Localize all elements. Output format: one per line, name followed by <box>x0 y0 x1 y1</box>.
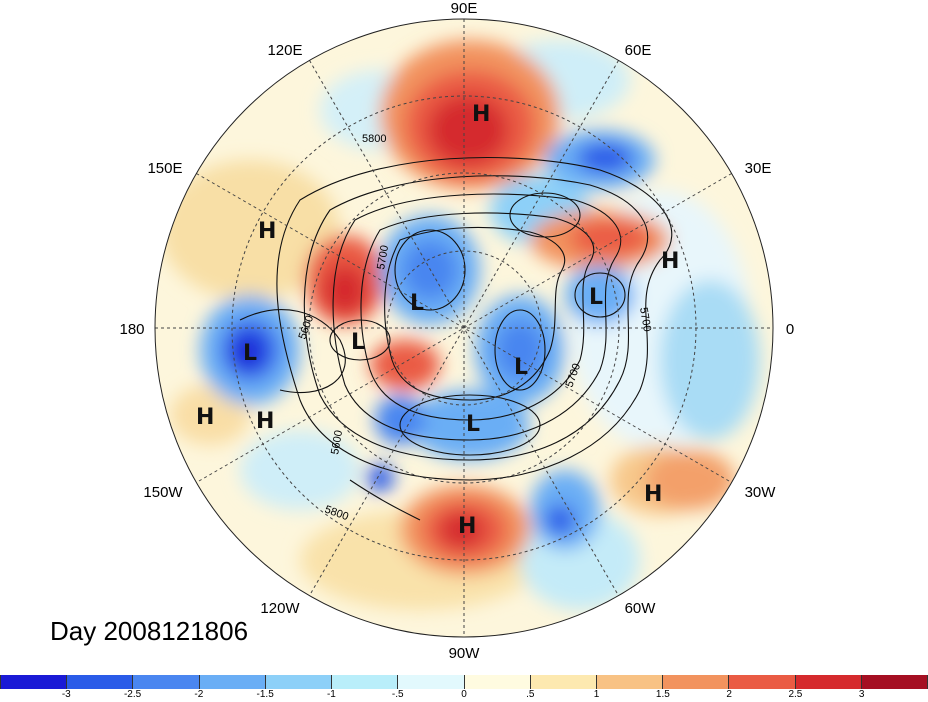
colorbar-tick-label: -3 <box>61 689 71 700</box>
colorbar-segment <box>663 675 730 689</box>
lon-label-30e: 30E <box>745 160 772 177</box>
lon-label-120e: 120E <box>267 42 302 59</box>
colorbar-tick-label: 2 <box>726 689 732 700</box>
colorbar-tick-label: 3 <box>858 689 865 700</box>
map-boundary <box>154 18 774 638</box>
contour-label: 5700 <box>637 306 653 332</box>
contour-label: 5800 <box>362 133 386 145</box>
graticule <box>155 19 773 637</box>
colorbar-tick-label: 0 <box>461 689 467 700</box>
contour-label: 5600 <box>329 429 345 455</box>
colorbar-segment <box>265 675 333 689</box>
colorbar-tick-label: -1.5 <box>256 689 274 700</box>
colorbar-tick-label: 1 <box>593 689 600 700</box>
lon-label-180: 180 <box>119 321 144 338</box>
low-marker: L <box>410 291 424 316</box>
colorbar-tick-label: -1 <box>326 689 336 700</box>
lon-label-150e: 150E <box>147 160 182 177</box>
colorbar-tick-label: .5 <box>526 689 535 700</box>
colorbar-segment <box>464 675 531 689</box>
high-marker: H <box>458 514 476 539</box>
lon-label-150w: 150W <box>143 484 183 501</box>
colorbar-ticks: -3 -2.5 -2 -1.5 -1 -.5 0 .5 1 1.5 2 2.5 3 <box>0 689 928 702</box>
colorbar-segment <box>398 675 465 689</box>
colorbar-tick-label: -.5 <box>391 689 404 700</box>
colorbar-segment <box>332 675 399 689</box>
high-marker: H <box>256 409 274 434</box>
colorbar-segment <box>199 675 266 689</box>
map-title: Day 2008121806 <box>50 616 249 646</box>
low-marker: L <box>514 355 528 380</box>
low-marker: L <box>351 330 365 355</box>
lon-label-30w: 30W <box>745 484 777 501</box>
lon-label-0: 0 <box>786 321 794 338</box>
high-marker: H <box>644 482 662 507</box>
geopotential-contours <box>239 156 673 521</box>
colorbar-segment <box>67 675 134 689</box>
colorbar-tick-label: 2.5 <box>788 689 803 700</box>
colorbar-segment <box>0 675 68 689</box>
colorbar-segment <box>530 675 597 689</box>
low-marker: L <box>466 412 480 437</box>
colorbar-segment <box>596 675 664 689</box>
colorbar <box>0 675 928 689</box>
high-marker: H <box>258 219 276 244</box>
colorbar-tick-label: -2.5 <box>123 689 142 700</box>
high-marker: H <box>472 102 490 127</box>
lon-label-90w: 90W <box>449 645 481 662</box>
lon-label-120w: 120W <box>260 600 300 617</box>
high-marker: H <box>661 249 679 274</box>
lon-label-60w: 60W <box>625 600 657 617</box>
lon-label-60e: 60E <box>625 42 652 59</box>
pressure-centers: H H H H H H H L L L L L L L L <box>196 102 679 539</box>
colorbar-segment <box>861 675 928 689</box>
colorbar-tick-label: -2 <box>194 689 204 700</box>
colorbar-segment <box>133 675 200 689</box>
colorbar-segment <box>729 675 796 689</box>
high-marker: H <box>196 405 214 430</box>
colorbar-segment <box>795 675 862 689</box>
colorbar-tick-label: 1.5 <box>655 689 670 700</box>
contour-label: 5700 <box>375 244 391 270</box>
lon-label-90e: 90E <box>451 0 478 17</box>
low-marker: L <box>243 341 257 366</box>
low-marker: L <box>589 285 603 310</box>
